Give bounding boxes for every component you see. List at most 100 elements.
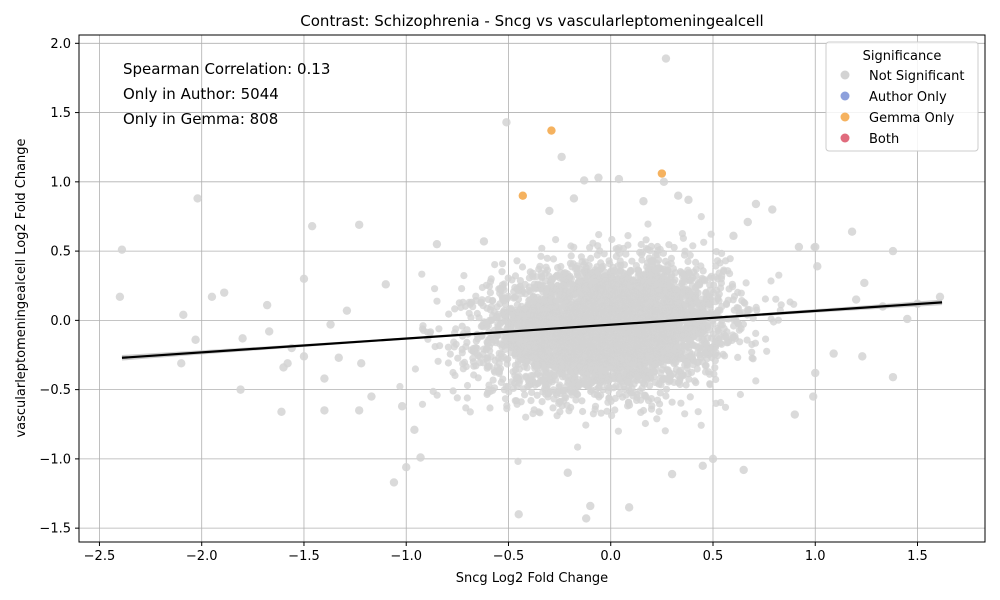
cloud-point xyxy=(652,356,660,364)
cloud-point xyxy=(647,405,656,413)
cloud-point xyxy=(667,254,676,262)
cloud-point xyxy=(712,349,720,357)
cloud-point xyxy=(651,267,660,275)
cloud-point xyxy=(446,350,454,358)
cloud-point xyxy=(666,377,674,385)
cloud-point xyxy=(507,348,515,357)
cloud-point xyxy=(638,315,646,323)
cloud-point xyxy=(665,241,673,249)
cloud-point xyxy=(712,262,720,270)
cloud-point xyxy=(587,254,595,262)
cloud-point xyxy=(698,329,706,337)
cloud-point xyxy=(647,395,656,403)
cloud-point xyxy=(538,244,546,252)
cloud-point xyxy=(581,340,589,348)
cloud-point xyxy=(529,269,537,277)
cloud-point xyxy=(682,308,690,317)
cloud-point xyxy=(717,398,725,407)
cloud-point xyxy=(722,334,730,342)
cloud-point xyxy=(762,335,770,343)
cloud-point xyxy=(465,309,473,317)
cloud-point xyxy=(601,277,609,285)
cloud-point xyxy=(451,305,459,313)
cloud-point xyxy=(615,301,623,309)
cloud-point xyxy=(646,345,654,353)
cloud-point xyxy=(751,339,760,347)
cloud-point xyxy=(680,251,689,259)
cloud-point xyxy=(513,257,521,265)
cloud-point xyxy=(664,261,672,269)
cloud-point xyxy=(736,338,744,346)
cloud-point xyxy=(719,350,727,358)
cloud-point xyxy=(686,251,694,259)
cloud-point xyxy=(655,380,663,388)
cloud-point xyxy=(547,281,555,290)
cloud-point xyxy=(526,312,534,320)
cloud-point xyxy=(579,374,587,382)
cloud-point xyxy=(542,359,550,368)
cloud-point xyxy=(642,236,650,244)
cloud-point xyxy=(489,376,497,384)
cloud-point xyxy=(612,281,620,289)
cloud-point xyxy=(673,335,681,343)
cloud-point xyxy=(495,359,503,367)
cloud-point xyxy=(542,263,550,271)
cloud-point xyxy=(694,408,702,416)
cloud-point xyxy=(609,358,618,366)
cloud-point xyxy=(664,336,672,344)
cloud-point xyxy=(550,395,558,403)
cloud-point xyxy=(533,391,541,399)
cloud-point xyxy=(549,404,557,412)
cloud-point xyxy=(484,385,493,394)
cloud-point xyxy=(586,314,594,322)
cloud-point xyxy=(411,365,419,373)
cloud-point xyxy=(495,368,503,376)
cloud-point xyxy=(700,238,708,246)
cloud-point xyxy=(558,370,567,378)
cloud-point xyxy=(670,243,678,252)
cloud-point xyxy=(736,390,745,399)
cloud-point xyxy=(687,276,696,284)
cloud-point xyxy=(450,343,458,351)
cloud-point xyxy=(711,364,719,372)
cloud-point xyxy=(705,326,713,334)
cloud-point xyxy=(542,287,550,296)
cloud-point xyxy=(555,317,563,326)
cloud-point xyxy=(613,365,621,373)
cloud-point xyxy=(623,275,631,283)
cloud-point xyxy=(625,399,633,407)
cloud-point xyxy=(498,268,506,276)
cloud-point xyxy=(653,251,661,259)
cloud-point xyxy=(671,310,679,318)
cloud-point xyxy=(659,327,667,336)
cloud-point xyxy=(537,252,545,260)
cloud-point xyxy=(641,419,650,428)
cloud-point xyxy=(568,347,576,355)
cloud-point xyxy=(429,387,437,395)
cloud-point xyxy=(634,266,643,274)
cloud-point xyxy=(691,284,700,292)
cloud-point xyxy=(702,340,710,349)
cloud-point xyxy=(486,278,495,286)
cloud-point xyxy=(752,329,760,337)
cloud-point xyxy=(633,393,641,401)
cloud-point xyxy=(580,268,588,276)
cloud-point xyxy=(594,271,602,279)
cloud-point xyxy=(505,388,513,396)
cloud-point xyxy=(470,371,478,379)
cloud-point xyxy=(551,301,559,309)
cloud-point xyxy=(463,381,472,390)
cloud-point xyxy=(530,352,539,360)
cloud-point xyxy=(714,326,722,335)
cloud-point xyxy=(543,383,551,391)
cloud-point xyxy=(615,296,623,304)
cloud-point xyxy=(556,381,564,389)
cloud-point xyxy=(662,392,670,400)
cloud-point xyxy=(743,336,751,344)
cloud-point xyxy=(595,231,603,239)
cloud-point xyxy=(574,298,582,306)
cloud-point xyxy=(734,353,742,361)
cloud-point xyxy=(692,326,700,334)
cloud-point xyxy=(507,304,515,312)
cloud-point xyxy=(501,395,510,403)
